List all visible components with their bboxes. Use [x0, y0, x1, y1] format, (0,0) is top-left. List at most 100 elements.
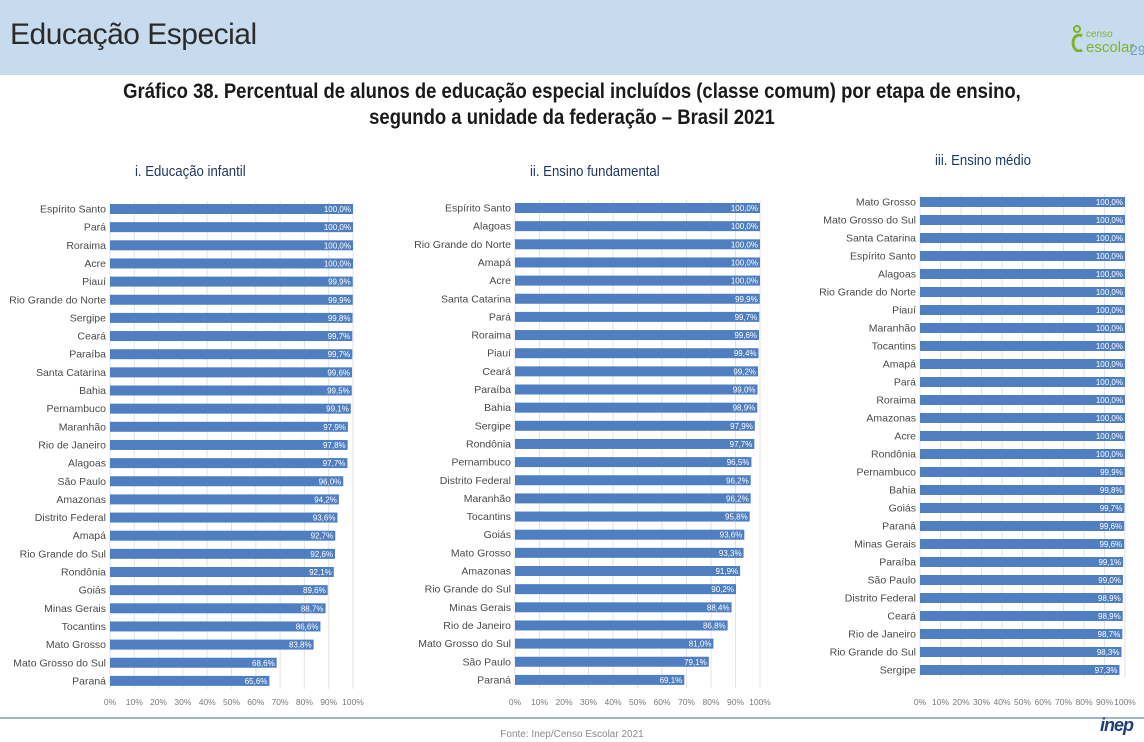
bar [920, 377, 1125, 387]
category-label: Mato Grosso do Sul [418, 638, 511, 650]
data-label: 100,0% [1096, 306, 1123, 315]
inep-logo: inep [1100, 715, 1134, 735]
bar [920, 251, 1125, 261]
data-label: 99,9% [328, 278, 351, 287]
bar [110, 258, 353, 269]
panel-title: iii. Ensino médio [935, 151, 1031, 168]
category-label: Paraíba [69, 349, 106, 361]
category-label: Sergipe [880, 665, 916, 677]
category-label: Amazonas [866, 413, 916, 425]
bar [920, 431, 1125, 441]
bar [110, 512, 338, 523]
x-tick-label: 20% [150, 697, 167, 707]
bar [920, 629, 1123, 639]
category-label: Rondônia [871, 449, 916, 461]
bar [110, 621, 321, 632]
bar [920, 521, 1125, 531]
category-label: Distrito Federal [35, 512, 106, 524]
category-label: Paraná [477, 674, 511, 686]
category-label: Roraima [471, 330, 511, 342]
data-label: 97,8% [323, 441, 346, 450]
x-tick-label: 0% [509, 697, 522, 707]
bar [515, 584, 736, 595]
x-tick-label: 70% [1055, 697, 1072, 707]
bar [515, 547, 744, 558]
x-tick-label: 0% [104, 697, 117, 707]
data-label: 97,9% [730, 422, 753, 431]
bar [110, 294, 353, 305]
bar [515, 674, 685, 685]
category-label: Sergipe [475, 420, 511, 432]
data-label: 99,0% [1098, 576, 1121, 585]
category-label: Ceará [482, 366, 511, 378]
bar [920, 323, 1125, 333]
bar [515, 239, 760, 250]
bar [110, 331, 353, 342]
bar [110, 458, 348, 469]
data-label: 97,7% [323, 459, 346, 468]
category-label: Acre [489, 275, 511, 287]
data-label: 99,5% [327, 387, 350, 396]
x-tick-label: 50% [1014, 697, 1031, 707]
logo-mark-icon [1071, 25, 1083, 52]
chart-title-line-1: Gráfico 38. Percentual de alunos de educ… [123, 80, 1021, 103]
data-label: 89,6% [303, 586, 326, 595]
bar [110, 312, 353, 323]
x-tick-label: 40% [604, 697, 621, 707]
category-label: Rio Grande do Norte [819, 287, 916, 299]
bar [110, 403, 351, 414]
category-label: Paraíba [474, 384, 511, 396]
category-label: Ceará [887, 611, 916, 623]
data-label: 100,0% [1096, 198, 1123, 207]
data-label: 99,6% [327, 368, 350, 377]
category-label: Sergipe [70, 312, 106, 324]
bar [920, 557, 1124, 567]
bar [110, 476, 344, 487]
category-label: Tocantins [62, 621, 106, 633]
data-label: 99,7% [328, 350, 351, 359]
bar [515, 366, 759, 377]
data-label: 100,0% [1096, 324, 1123, 333]
bar [515, 402, 758, 413]
data-label: 97,7% [730, 440, 753, 449]
panel-title: ii. Ensino fundamental [530, 162, 660, 179]
category-label: Minas Gerais [854, 539, 916, 551]
category-label: Rio Grande do Sul [20, 548, 106, 560]
category-label: Paraná [882, 521, 916, 533]
bar [110, 349, 353, 360]
x-tick-label: 30% [973, 697, 990, 707]
data-label: 100,0% [1096, 450, 1123, 459]
data-label: 94,2% [314, 495, 337, 504]
bar [515, 257, 760, 268]
data-label: 98,9% [1098, 594, 1121, 603]
data-label: 100,0% [1096, 270, 1123, 279]
category-label: Mato Grosso [856, 197, 916, 209]
x-tick-label: 90% [1096, 697, 1113, 707]
category-label: Amapá [478, 257, 511, 269]
data-label: 100,0% [731, 258, 758, 267]
bar [515, 311, 760, 322]
data-label: 93,6% [313, 514, 336, 523]
bar [920, 449, 1125, 459]
category-label: Rio Grande do Sul [425, 584, 511, 596]
data-label: 100,0% [1096, 342, 1123, 351]
data-label: 99,9% [735, 295, 758, 304]
category-label: Distrito Federal [440, 475, 511, 487]
category-label: Maranhão [869, 323, 916, 335]
x-tick-label: 90% [320, 697, 337, 707]
section-title: Educação Especial [10, 18, 257, 51]
category-label: Paraná [72, 675, 106, 687]
bar [920, 467, 1125, 477]
data-label: 100,0% [1096, 288, 1123, 297]
data-label: 96,2% [726, 494, 749, 503]
data-label: 99,6% [734, 331, 757, 340]
bar [920, 197, 1125, 207]
data-label: 100,0% [1096, 252, 1123, 261]
data-label: 99,7% [328, 332, 351, 341]
category-label: São Paulo [463, 656, 512, 668]
category-label: Tocantins [872, 341, 916, 353]
bar [515, 384, 758, 395]
x-tick-label: 100% [1114, 697, 1136, 707]
bar [920, 647, 1122, 657]
